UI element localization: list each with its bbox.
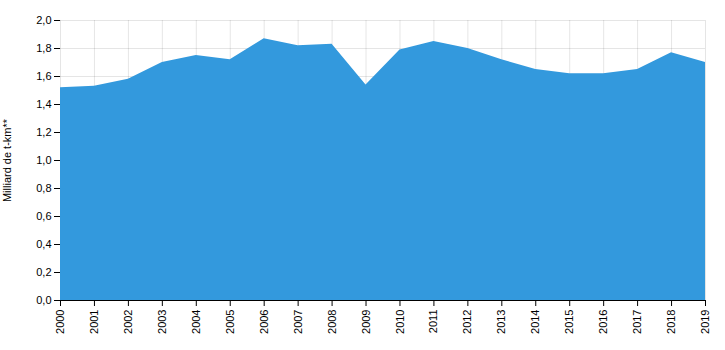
svg-text:2004: 2004 <box>190 310 202 334</box>
svg-text:1,2: 1,2 <box>36 126 51 138</box>
svg-text:0,0: 0,0 <box>36 294 51 306</box>
svg-text:2009: 2009 <box>360 310 372 334</box>
svg-text:2012: 2012 <box>461 310 473 334</box>
svg-text:2013: 2013 <box>495 310 507 334</box>
svg-text:1,6: 1,6 <box>36 70 51 82</box>
svg-text:2001: 2001 <box>88 310 100 334</box>
svg-text:2015: 2015 <box>563 310 575 334</box>
svg-text:2006: 2006 <box>258 310 270 334</box>
svg-text:2003: 2003 <box>156 310 168 334</box>
svg-text:2,0: 2,0 <box>36 14 51 26</box>
svg-text:2016: 2016 <box>597 310 609 334</box>
svg-text:2017: 2017 <box>631 310 643 334</box>
svg-text:2018: 2018 <box>665 310 677 334</box>
svg-text:2005: 2005 <box>224 310 236 334</box>
svg-text:2002: 2002 <box>122 310 134 334</box>
svg-text:2008: 2008 <box>326 310 338 334</box>
svg-text:1,8: 1,8 <box>36 42 51 54</box>
svg-text:0,2: 0,2 <box>36 266 51 278</box>
svg-text:1,4: 1,4 <box>36 98 51 110</box>
svg-text:0,4: 0,4 <box>36 238 51 250</box>
svg-text:1,0: 1,0 <box>36 154 51 166</box>
svg-text:2000: 2000 <box>54 310 66 334</box>
svg-text:2011: 2011 <box>427 310 439 334</box>
svg-text:2014: 2014 <box>529 310 541 334</box>
svg-text:2007: 2007 <box>292 310 304 334</box>
svg-text:0,6: 0,6 <box>36 210 51 222</box>
svg-text:2019: 2019 <box>699 310 711 334</box>
svg-text:Milliard de t-km**: Milliard de t-km** <box>1 118 13 202</box>
svg-text:2010: 2010 <box>393 310 405 334</box>
svg-text:0,8: 0,8 <box>36 182 51 194</box>
